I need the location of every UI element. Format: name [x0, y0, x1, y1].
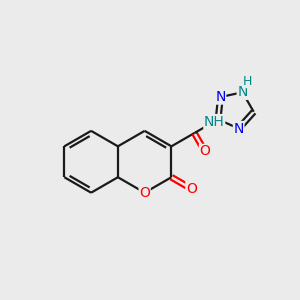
Text: N: N — [233, 122, 244, 136]
Text: NH: NH — [204, 115, 225, 129]
Text: O: O — [139, 186, 150, 200]
Text: O: O — [200, 144, 210, 158]
Text: N: N — [237, 85, 248, 99]
Text: N: N — [215, 90, 226, 104]
Text: H: H — [243, 74, 252, 88]
Text: O: O — [186, 182, 197, 196]
